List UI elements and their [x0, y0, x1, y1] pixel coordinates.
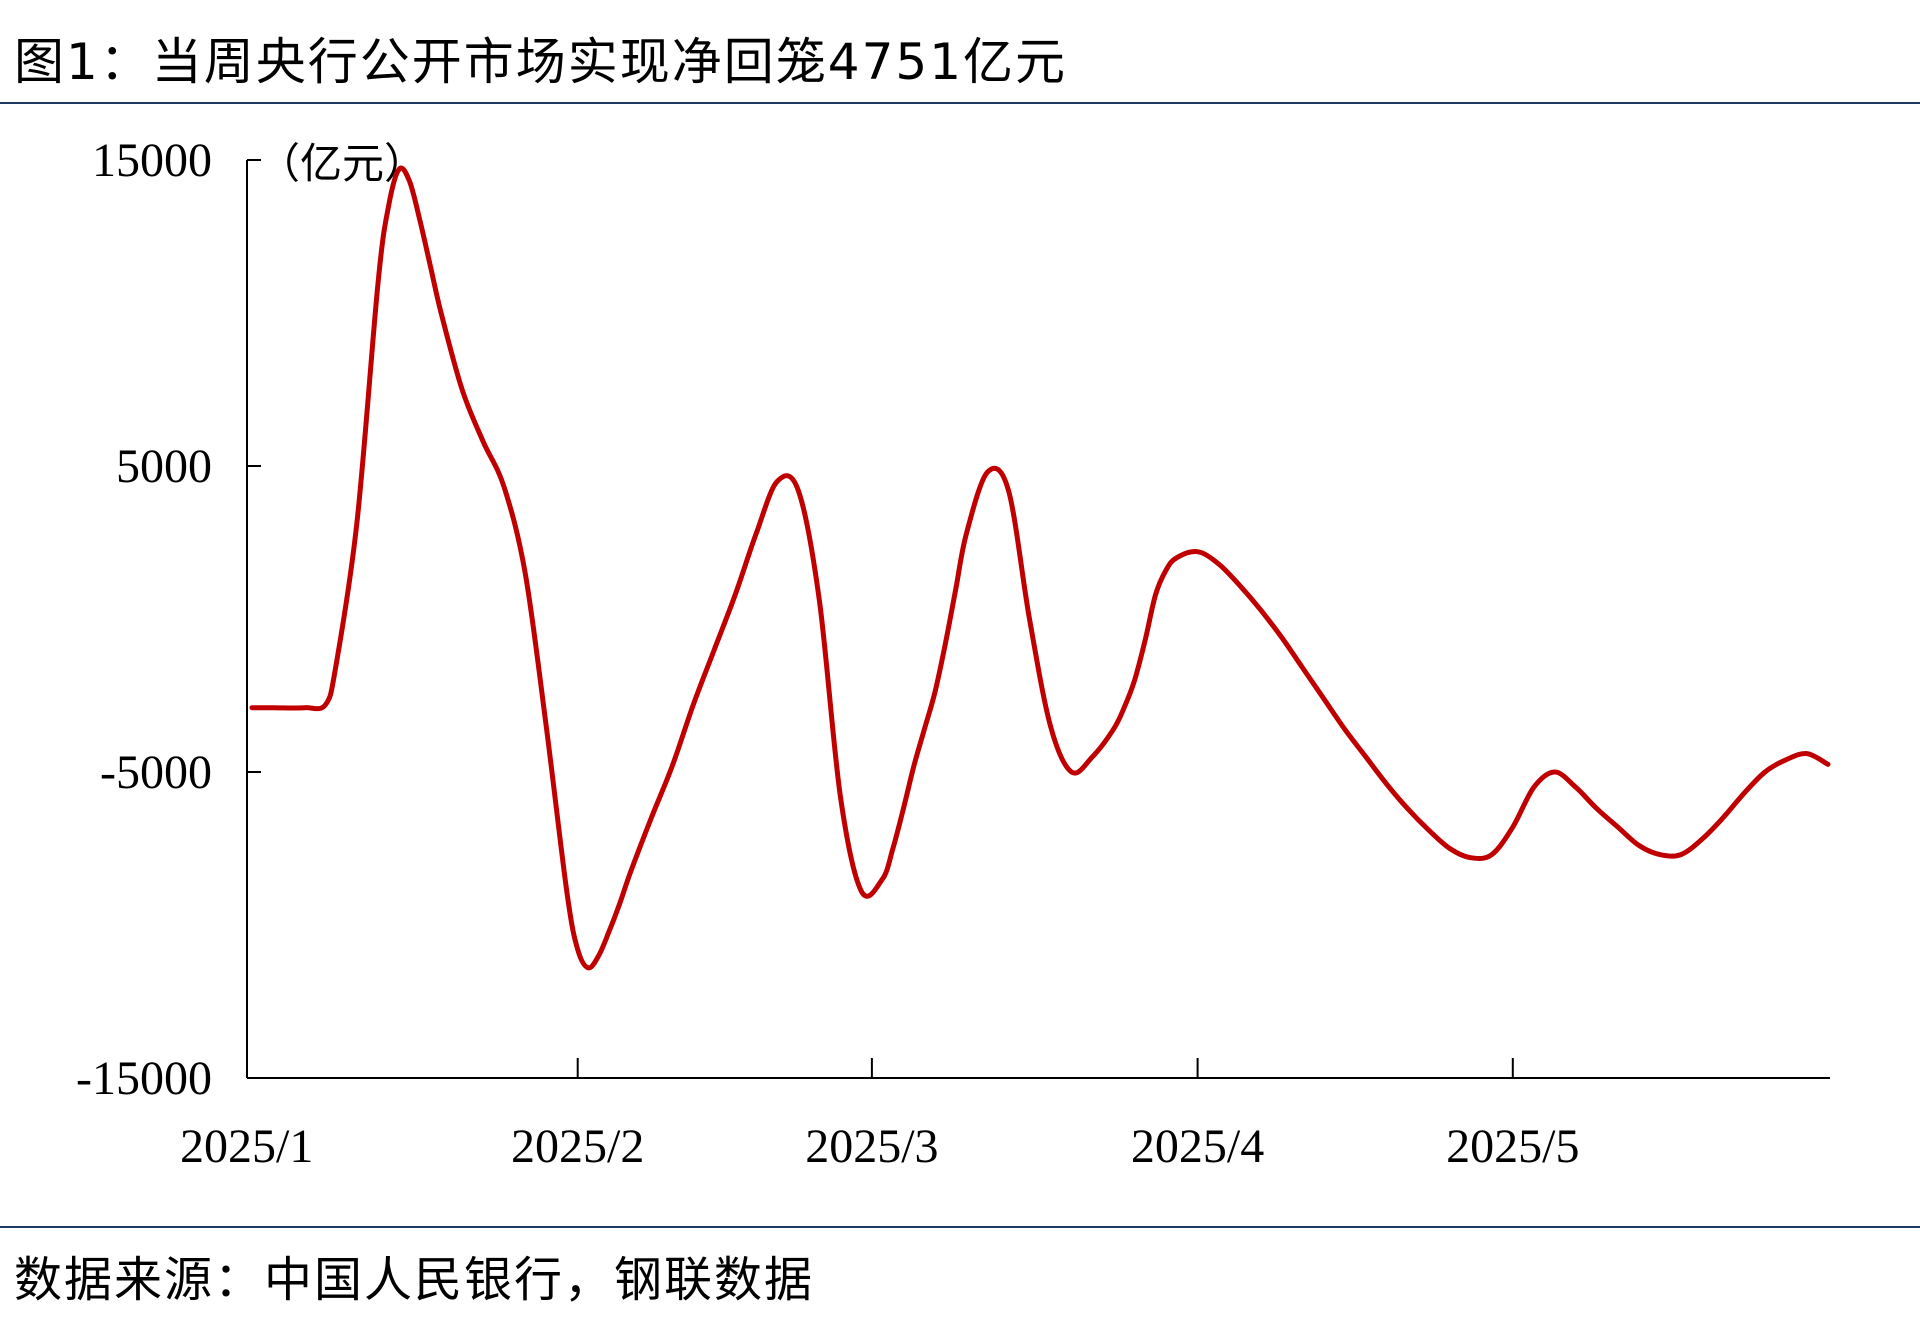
chart-title: 图1：当周央行公开市场实现净回笼4751亿元: [14, 33, 1068, 91]
x-tick-label: 2025/1: [180, 1120, 313, 1173]
y-tick-label: -15000: [76, 1052, 212, 1105]
y-ticks: 15000 5000 -5000 -15000: [76, 134, 261, 1105]
title-bar: 图1：当周央行公开市场实现净回笼4751亿元: [0, 0, 1920, 104]
x-ticks: 2025/1 2025/2 2025/3 2025/4 2025/5: [180, 1058, 1579, 1173]
x-tick-label: 2025/4: [1131, 1120, 1264, 1173]
x-tick-label: 2025/2: [511, 1120, 644, 1173]
series-line: [249, 165, 1831, 971]
series-layer: [249, 165, 1831, 971]
footer-divider: [0, 1226, 1920, 1228]
x-tick-label: 2025/3: [805, 1120, 938, 1173]
y-axis-unit-label: （亿元）: [258, 139, 426, 188]
y-tick-label: 15000: [92, 134, 212, 187]
x-tick-label: 2025/5: [1446, 1120, 1579, 1173]
y-tick-label: -5000: [100, 746, 212, 799]
y-tick-label: 5000: [116, 440, 212, 493]
data-source-note: 数据来源：中国人民银行，钢联数据: [14, 1252, 815, 1308]
